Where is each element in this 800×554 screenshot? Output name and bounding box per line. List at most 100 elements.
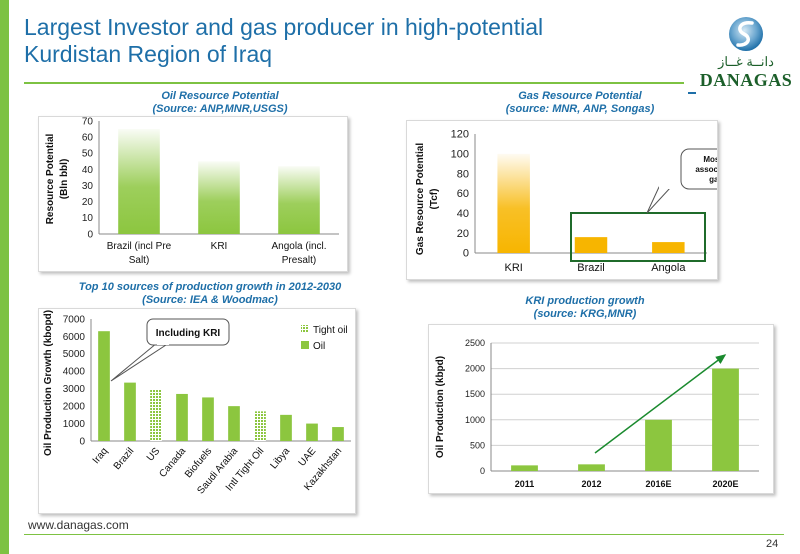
growth-ytick: 0 [79, 436, 85, 447]
page-number: 24 [766, 538, 779, 550]
gas-ytick: 40 [457, 208, 469, 220]
kri-category-label: 2011 [515, 479, 535, 489]
growth-ytick: 4000 [63, 367, 86, 378]
growth-callout: Including KRI [110, 318, 230, 382]
logo-text: DANAGAS [699, 70, 793, 90]
gas-category-label: KRI [504, 262, 522, 274]
gas-category-label: Brazil [577, 262, 605, 274]
growth-bar-tight-oil [150, 389, 162, 441]
gas-ytick: 100 [451, 149, 469, 161]
growth-legend: Tight oil Oil [301, 325, 348, 352]
growth-bar-oil [228, 406, 240, 441]
growth-bar-oil [176, 393, 188, 441]
kri-ytick: 2500 [465, 338, 485, 348]
kri-ytick: 1000 [465, 415, 485, 425]
growth-chart-title: Top 10 sources of production growth in 2… [78, 281, 342, 306]
logo-dash [688, 92, 696, 94]
gas-category-label: Angola [651, 262, 686, 274]
kri-category-label: 2016E [645, 479, 671, 489]
growth-bar-oil [306, 423, 318, 441]
growth-category-label: Libya [269, 446, 293, 472]
oil-bar [118, 129, 160, 234]
gas-ytick: 80 [457, 168, 469, 180]
kri-bar [578, 464, 605, 471]
footer-divider [24, 534, 784, 535]
legend-tight-oil: Tight oil [313, 325, 348, 336]
growth-bar-oil [280, 414, 292, 441]
oil-chart-panel: Resource Potential (Bln bbl) 0 10 20 30 40 50 60… [38, 116, 348, 272]
gas-callout-text: associated [695, 165, 717, 174]
kri-bar [712, 368, 739, 471]
oil-category-label: Presalt) [282, 255, 316, 266]
gas-callout: Mostlyassociatedgas [646, 148, 752, 214]
kri-category-label: 2020E [712, 479, 738, 489]
growth-category-label: UAE [297, 446, 319, 469]
oil-bar [278, 166, 320, 234]
oil-ytick: 20 [82, 197, 94, 208]
kri-ytick: 500 [470, 440, 485, 450]
side-accent-bar [0, 0, 9, 554]
oil-bar [198, 161, 240, 234]
gas-bar [652, 242, 685, 253]
title-divider [24, 82, 684, 84]
gas-ylabel-line2: (Tcf) [429, 189, 440, 210]
gas-ylabel-line1: Gas Resource Potential [415, 143, 426, 255]
growth-ytick: 1000 [63, 419, 86, 430]
oil-ylabel-line2: (Bln bbl) [59, 159, 70, 200]
kri-chart: Oil Production (kbpd) 0 500 1000 1500 2000 250… [435, 338, 759, 489]
growth-category-label: Brazil [112, 446, 137, 472]
growth-ytick: 3000 [63, 384, 86, 395]
gas-highlight-box [570, 212, 706, 262]
oil-category-label: Brazil (incl Pre [107, 241, 172, 252]
legend-oil: Oil [313, 341, 325, 352]
gas-ytick: 120 [451, 129, 469, 141]
gas-ytick: 20 [457, 228, 469, 240]
growth-bar-oil [124, 382, 136, 441]
growth-bar-oil [202, 397, 214, 441]
kri-category-label: 2012 [581, 479, 601, 489]
growth-category-label: US [145, 446, 163, 464]
growth-bar-oil [98, 331, 110, 441]
growth-ylabel: Oil Production Growth (kbopd) [43, 310, 54, 456]
growth-chart-panel: Oil Production Growth (kbopd) 0 1000 2000 30… [38, 308, 356, 514]
gas-bar [497, 153, 530, 253]
kri-ytick: 2000 [465, 364, 485, 374]
kri-bar [511, 465, 538, 471]
growth-chart: Oil Production Growth (kbopd) 0 1000 2000 30… [43, 310, 351, 496]
oil-category-label: Angola (incl. [271, 241, 326, 252]
slide-title: Largest Investor and gas producer in hig… [24, 14, 544, 67]
growth-bar-oil [332, 427, 344, 441]
gas-ytick: 60 [457, 188, 469, 200]
gas-ytick: 0 [463, 248, 469, 260]
oil-ytick: 70 [82, 117, 94, 127]
kri-chart-panel: Oil Production (kbpd) 0 500 1000 1500 2000 250… [428, 324, 774, 494]
gas-bar [574, 237, 608, 253]
growth-callout-text: Including KRI [156, 328, 221, 339]
growth-ytick: 5000 [63, 349, 86, 360]
gas-callout-text: gas [709, 175, 717, 184]
kri-ytick: 1500 [465, 389, 485, 399]
kri-bar [645, 419, 672, 471]
danagas-logo: دانــة غــاز DANAGAS [698, 14, 794, 94]
oil-ytick: 50 [82, 149, 94, 160]
oil-category-label: KRI [211, 241, 228, 252]
growth-ytick: 2000 [63, 401, 86, 412]
kri-ylabel: Oil Production (kbpd) [435, 356, 446, 458]
gas-chart-title: Gas Resource Potential (source: MNR, ANP,… [505, 90, 655, 115]
growth-category-label: Iraq [91, 446, 111, 466]
growth-ytick: 6000 [63, 332, 86, 343]
oil-category-label: Salt) [129, 255, 150, 266]
logo-emblem-icon: دانــة غــاز [717, 17, 774, 70]
oil-chart: Resource Potential (Bln bbl) 0 10 20 30 40 50 60… [45, 116, 339, 266]
logo-arabic-text: دانــة غــاز [717, 54, 774, 70]
footer-url[interactable]: www.danagas.com [28, 518, 129, 532]
oil-chart-title: Oil Resource Potential (Source: ANP,MNR,U… [152, 90, 288, 115]
kri-chart-title: KRI production growth (source: KRG,MNR) [525, 295, 645, 320]
oil-ytick: 10 [82, 213, 94, 224]
kri-ytick: 0 [480, 466, 485, 476]
growth-ytick: 7000 [63, 314, 86, 325]
oil-ytick: 30 [82, 181, 94, 192]
growth-bar-tight-oil [254, 411, 266, 441]
gas-chart: Gas Resource Potential (Tcf) 0 20 40 60 80 100 1… [415, 129, 752, 274]
oil-ytick: 60 [82, 132, 94, 143]
